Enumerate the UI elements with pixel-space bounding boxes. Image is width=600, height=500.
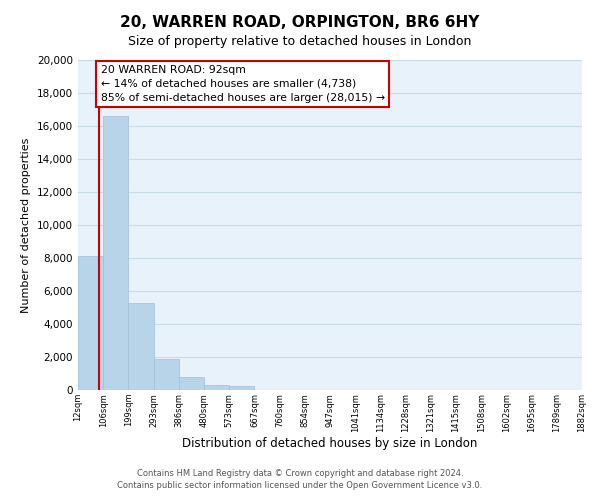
- Bar: [78, 256, 103, 390]
- Bar: [103, 116, 128, 390]
- Text: 20, WARREN ROAD, ORPINGTON, BR6 6HY: 20, WARREN ROAD, ORPINGTON, BR6 6HY: [121, 15, 479, 30]
- Bar: [229, 386, 254, 390]
- Y-axis label: Number of detached properties: Number of detached properties: [22, 138, 31, 312]
- Bar: [179, 377, 204, 390]
- Text: Contains HM Land Registry data © Crown copyright and database right 2024.
Contai: Contains HM Land Registry data © Crown c…: [118, 468, 482, 490]
- Text: Size of property relative to detached houses in London: Size of property relative to detached ho…: [128, 35, 472, 48]
- Bar: [128, 302, 154, 390]
- X-axis label: Distribution of detached houses by size in London: Distribution of detached houses by size …: [182, 438, 478, 450]
- Bar: [154, 360, 179, 390]
- Text: 20 WARREN ROAD: 92sqm
← 14% of detached houses are smaller (4,738)
85% of semi-d: 20 WARREN ROAD: 92sqm ← 14% of detached …: [101, 65, 385, 103]
- Bar: [204, 385, 229, 390]
